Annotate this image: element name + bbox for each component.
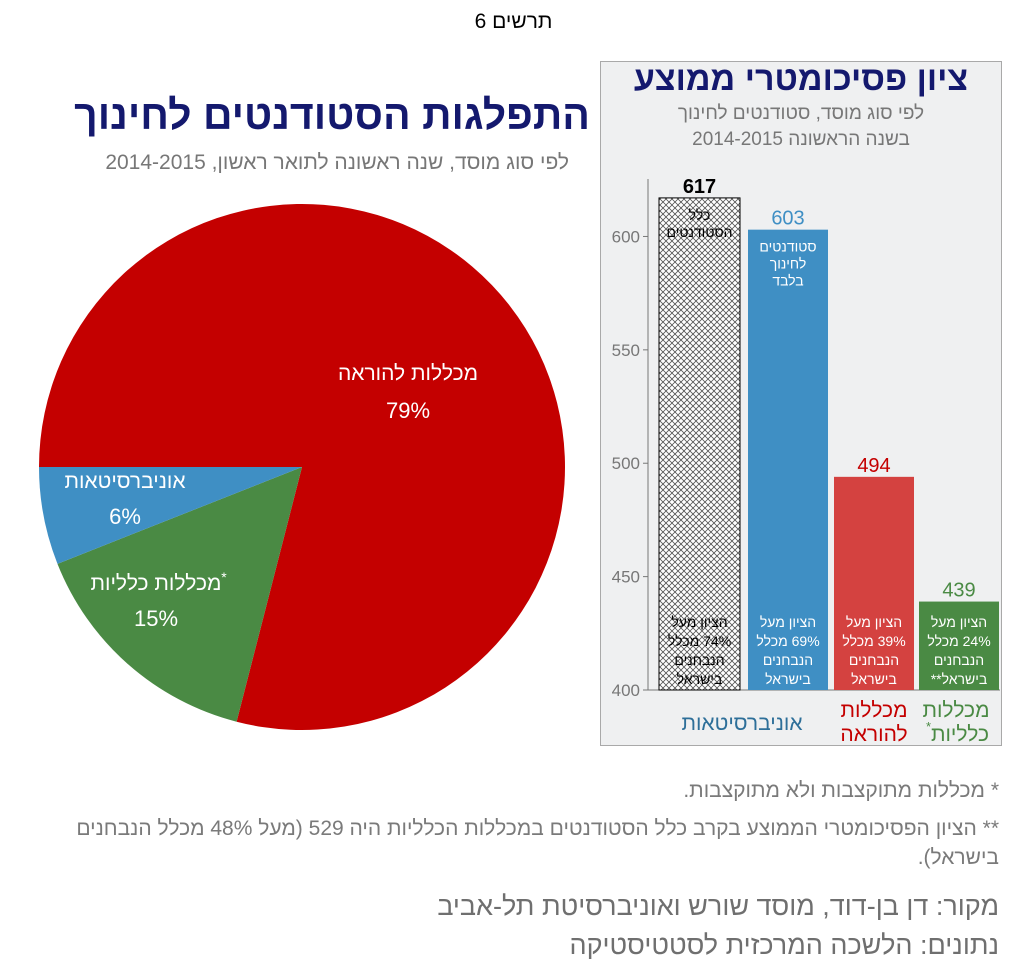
pie-chart-title: התפלגות הסטודנטים לחינוך bbox=[74, 92, 590, 138]
category-label-asterisk: * bbox=[926, 719, 931, 734]
bar-value-label: 494 bbox=[857, 455, 890, 477]
pie-label-asterisk: * bbox=[221, 569, 227, 585]
bar-teaching-colleges bbox=[834, 476, 914, 690]
y-tick-label: 500 bbox=[612, 454, 640, 473]
category-label-general-colleges: מכללות כלליות bbox=[922, 699, 989, 746]
pie-value-universities: 6% bbox=[109, 504, 141, 529]
bar-general-colleges bbox=[919, 601, 999, 690]
pie-slice-teaching-colleges bbox=[39, 204, 565, 731]
y-tick-label: 450 bbox=[612, 568, 640, 587]
y-tick-label: 600 bbox=[612, 227, 640, 246]
pie-value-teaching-colleges: 79% bbox=[386, 398, 430, 423]
y-tick-label: 550 bbox=[612, 341, 640, 360]
bar-all-university-students bbox=[658, 197, 741, 691]
bar-bottom-label: הציון מעל 74% מכלל הנבחנים בישראל bbox=[668, 614, 731, 687]
bar-value-label: 439 bbox=[942, 580, 975, 602]
footnote-general-colleges-score: ** הציון הפסיכומטרי הממוצע בקרב כלל הסטו… bbox=[76, 817, 999, 869]
category-label-teaching-colleges: מכללות להוראה bbox=[840, 699, 907, 746]
pie-slice-universities bbox=[39, 467, 302, 564]
bar-bottom-label: הציון מעל 24% מכלל הנבחנים בישראל** bbox=[927, 614, 990, 687]
bar-value-label: 603 bbox=[771, 208, 804, 230]
bar-bottom-label: הציון מעל 69% מכלל הנבחנים בישראל bbox=[756, 614, 819, 687]
bar-value-label: 617 bbox=[683, 176, 716, 198]
pie-label-general-colleges: מכללות כלליות bbox=[91, 572, 222, 595]
bar-chart-subtitle: לפי סוג מוסד, סטודנטים לחינוך בשנה הראשו… bbox=[677, 103, 925, 150]
bar-university-education-students bbox=[748, 229, 828, 690]
data-credit: נתונים: הלשכה המרכזית לסטטיסטיקה bbox=[569, 930, 999, 960]
figure-label: תרשים 6 bbox=[474, 10, 553, 33]
bar-top-label: סטודנטים לחינוך בלבד bbox=[759, 239, 816, 289]
footnote-general-colleges: * מכללות מתוקצבות ולא מתוקצבות. bbox=[683, 779, 999, 802]
pie-chart: מכללות להוראה 79% מכללות כלליות * 15% אוניברס… bbox=[39, 204, 565, 731]
bar-bottom-label: הציון מעל 39% מכלל הנבחנים בישראל bbox=[842, 614, 905, 687]
source-credit: מקור: דן בן-דוד, מוסד שורש ואוניברסיטת ת… bbox=[437, 891, 999, 921]
pie-chart-subtitle: לפי סוג מוסד, שנה ראשונה לתואר ראשון, 20… bbox=[105, 151, 569, 174]
bar-chart: 400 450 500 550 600 617 כלל הסטודנטים הציון מעל 7… bbox=[612, 176, 1000, 746]
y-tick-label: 400 bbox=[612, 681, 640, 700]
bar-top-label: כלל הסטודנטים bbox=[666, 207, 732, 240]
pie-slice-general-colleges bbox=[57, 467, 302, 722]
pie-label-universities: אוניברסיטאות bbox=[64, 470, 185, 493]
pie-value-general-colleges: 15% bbox=[134, 606, 178, 631]
category-label-universities: אוניברסיטאות bbox=[681, 712, 802, 735]
pie-label-teaching-colleges: מכללות להוראה bbox=[338, 362, 478, 385]
bar-chart-title: ציון פסיכומטרי ממוצע bbox=[633, 60, 969, 98]
